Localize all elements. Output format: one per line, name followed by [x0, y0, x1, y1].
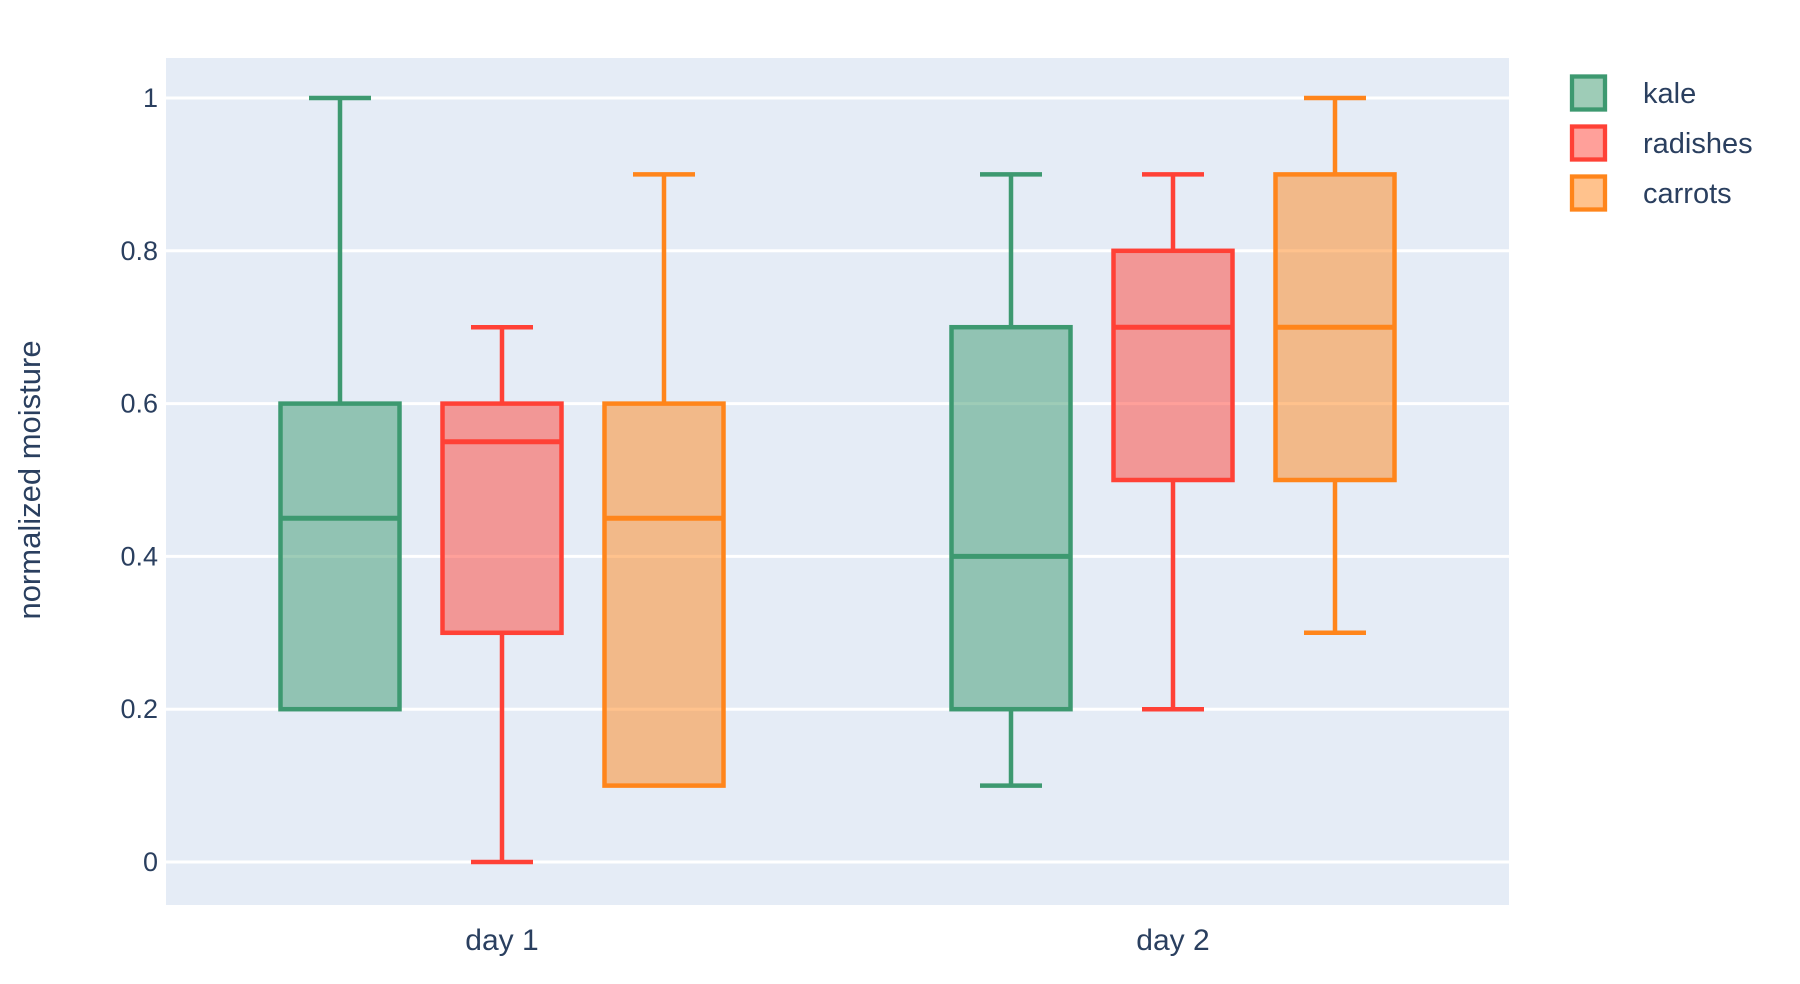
- legend-swatch-radishes-icon: [1569, 124, 1608, 162]
- legend-label: radishes: [1643, 128, 1753, 160]
- legend: kale radishes carrots: [1569, 74, 1753, 212]
- y-axis-title: normalized moisture: [12, 340, 47, 619]
- y-tick-label: 0.8: [120, 236, 158, 266]
- x-tick-label: day 2: [1136, 924, 1209, 957]
- iqr-box: [278, 401, 402, 712]
- iqr-box: [949, 324, 1073, 712]
- legend-label: kale: [1643, 78, 1696, 110]
- legend-swatch-kale-icon: [1569, 74, 1608, 112]
- y-tick-label: 0.2: [120, 694, 158, 724]
- y-tick-label: 0.6: [120, 389, 158, 419]
- iqr-box: [440, 401, 564, 636]
- legend-label: carrots: [1643, 178, 1732, 210]
- y-tick-label: 1: [143, 83, 158, 113]
- iqr-box: [1111, 248, 1235, 483]
- box-radishes-day-2[interactable]: [1111, 172, 1235, 712]
- legend-item-kale[interactable]: kale: [1569, 74, 1696, 112]
- box-kale-day-1[interactable]: [278, 95, 402, 712]
- legend-item-carrots[interactable]: carrots: [1569, 174, 1732, 212]
- y-tick-label: 0.4: [120, 541, 158, 571]
- box-radishes-day-1[interactable]: [440, 324, 564, 865]
- legend-swatch-carrots-icon: [1569, 174, 1608, 212]
- box-carrots-day-2[interactable]: [1273, 95, 1397, 636]
- box-carrots-day-1[interactable]: [602, 172, 726, 788]
- iqr-box: [602, 401, 726, 788]
- legend-item-radishes[interactable]: radishes: [1569, 124, 1753, 162]
- x-tick-label: day 1: [465, 924, 538, 957]
- box-kale-day-2[interactable]: [949, 172, 1073, 788]
- y-tick-label: 0: [143, 847, 158, 877]
